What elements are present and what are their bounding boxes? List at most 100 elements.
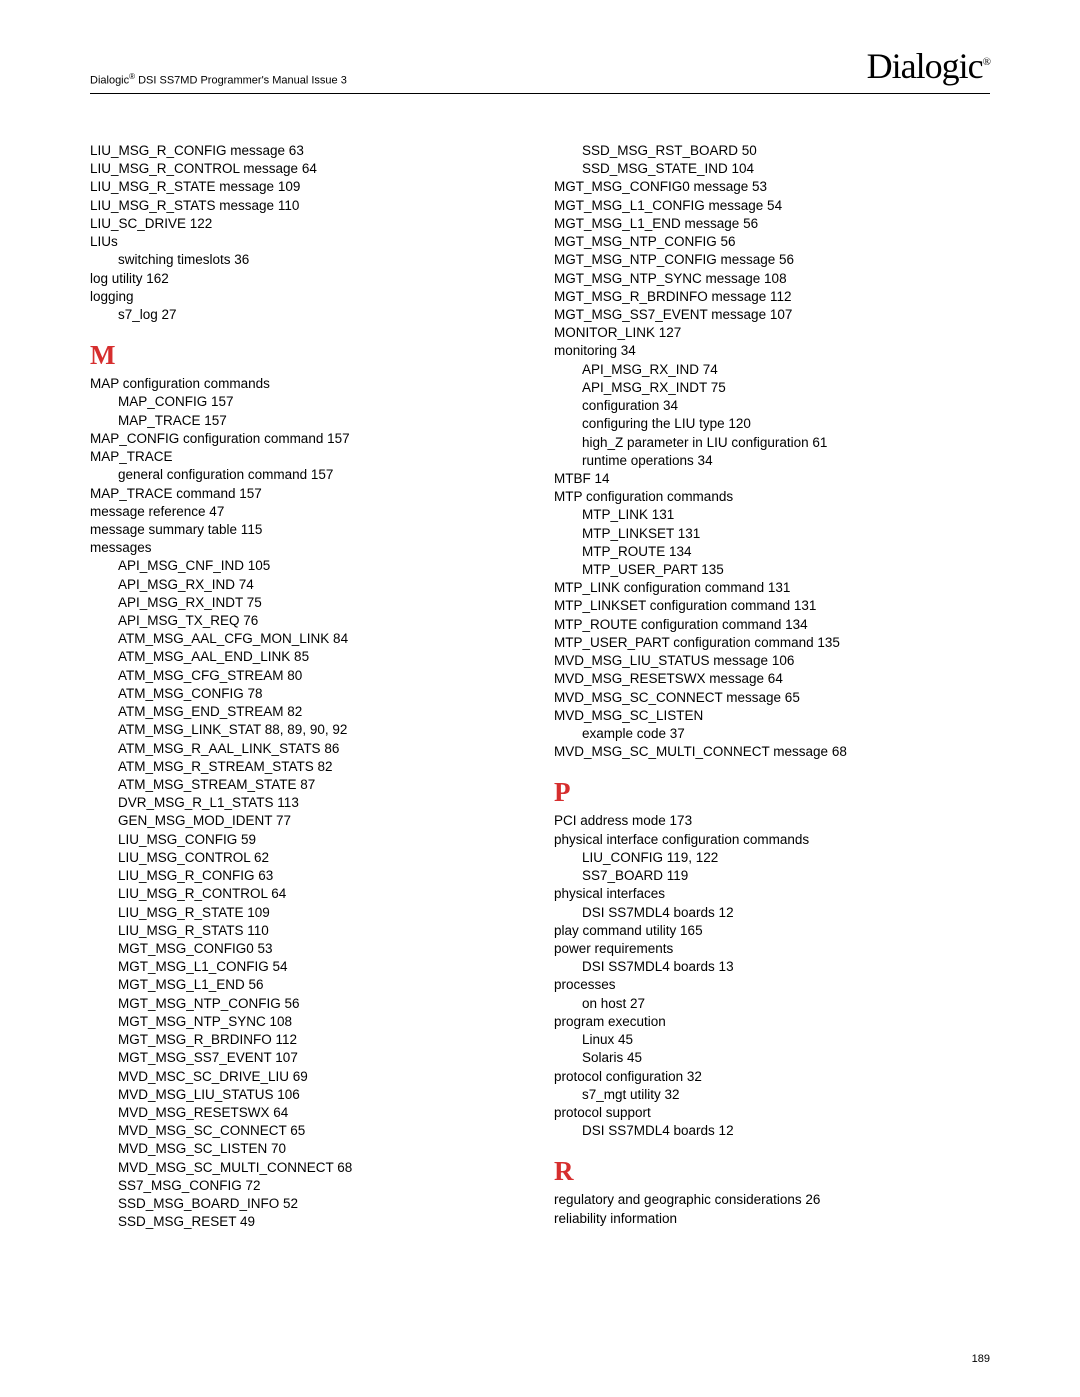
index-entry: API_MSG_RX_INDT 75 — [90, 594, 526, 612]
index-entry: LIU_MSG_CONFIG 59 — [90, 831, 526, 849]
index-entry: protocol support — [554, 1104, 990, 1122]
index-entry: MVD_MSG_LIU_STATUS message 106 — [554, 652, 990, 670]
index-entry: monitoring 34 — [554, 342, 990, 360]
index-entry: MGT_MSG_NTP_CONFIG 56 — [90, 995, 526, 1013]
index-entry: ATM_MSG_AAL_CFG_MON_LINK 84 — [90, 630, 526, 648]
index-entry: MTP_LINKSET configuration command 131 — [554, 597, 990, 615]
index-entry: physical interfaces — [554, 885, 990, 903]
index-entry: ATM_MSG_STREAM_STATE 87 — [90, 776, 526, 794]
index-entry: LIU_MSG_CONTROL 62 — [90, 849, 526, 867]
index-entry: message reference 47 — [90, 503, 526, 521]
index-entry: MGT_MSG_CONFIG0 message 53 — [554, 178, 990, 196]
index-entry: MGT_MSG_SS7_EVENT 107 — [90, 1049, 526, 1067]
index-entry: MGT_MSG_NTP_CONFIG message 56 — [554, 251, 990, 269]
index-entry: general configuration command 157 — [90, 466, 526, 484]
index-entry: MTP_LINKSET 131 — [554, 525, 990, 543]
index-entry: SSD_MSG_RESET 49 — [90, 1213, 526, 1231]
index-entry: SSD_MSG_STATE_IND 104 — [554, 160, 990, 178]
index-entry: MTP_USER_PART configuration command 135 — [554, 634, 990, 652]
index-entry: MTP_LINK 131 — [554, 506, 990, 524]
index-entry: MVD_MSG_SC_LISTEN — [554, 707, 990, 725]
index-entry: LIU_MSG_R_STATE 109 — [90, 904, 526, 922]
index-entry: s7_mgt utility 32 — [554, 1086, 990, 1104]
index-column-right: SSD_MSG_RST_BOARD 50SSD_MSG_STATE_IND 10… — [554, 142, 990, 1231]
index-entry: program execution — [554, 1013, 990, 1031]
index-entry: API_MSG_TX_REQ 76 — [90, 612, 526, 630]
index-entry: power requirements — [554, 940, 990, 958]
dialogic-logo: Dialogic® — [867, 45, 990, 87]
index-entry: on host 27 — [554, 995, 990, 1013]
index-entry: MTP_ROUTE configuration command 134 — [554, 616, 990, 634]
index-entry: SSD_MSG_RST_BOARD 50 — [554, 142, 990, 160]
index-entry: switching timeslots 36 — [90, 251, 526, 269]
index-entry: MTP_USER_PART 135 — [554, 561, 990, 579]
index-entry: LIUs — [90, 233, 526, 251]
page-number: 189 — [972, 1353, 990, 1365]
index-entry: messages — [90, 539, 526, 557]
index-entry: message summary table 115 — [90, 521, 526, 539]
logo-reg: ® — [983, 56, 990, 68]
index-entry: MAP_TRACE command 157 — [90, 485, 526, 503]
index-entry: MVD_MSG_SC_CONNECT message 65 — [554, 689, 990, 707]
index-entry: ATM_MSG_R_STREAM_STATS 82 — [90, 758, 526, 776]
index-entry: MVD_MSG_SC_LISTEN 70 — [90, 1140, 526, 1158]
index-entry: MTP_ROUTE 134 — [554, 543, 990, 561]
index-entry: processes — [554, 976, 990, 994]
index-letter-heading: M — [90, 340, 526, 371]
index-entry: ATM_MSG_CFG_STREAM 80 — [90, 667, 526, 685]
index-entry: LIU_SC_DRIVE 122 — [90, 215, 526, 233]
manual-title: Dialogic® DSI SS7MD Programmer's Manual … — [90, 72, 347, 87]
index-entry: configuring the LIU type 120 — [554, 415, 990, 433]
index-entry: ATM_MSG_AAL_END_LINK 85 — [90, 648, 526, 666]
index-entry: MTBF 14 — [554, 470, 990, 488]
index-columns: LIU_MSG_R_CONFIG message 63LIU_MSG_R_CON… — [90, 142, 990, 1231]
index-entry: MGT_MSG_SS7_EVENT message 107 — [554, 306, 990, 324]
index-entry: runtime operations 34 — [554, 452, 990, 470]
index-entry: DSI SS7MDL4 boards 13 — [554, 958, 990, 976]
index-entry: LIU_CONFIG 119, 122 — [554, 849, 990, 867]
index-entry: regulatory and geographic considerations… — [554, 1191, 990, 1209]
index-entry: MGT_MSG_L1_END message 56 — [554, 215, 990, 233]
index-entry: API_MSG_RX_INDT 75 — [554, 379, 990, 397]
index-letter-heading: R — [554, 1156, 990, 1187]
index-entry: LIU_MSG_R_STATS 110 — [90, 922, 526, 940]
index-entry: LIU_MSG_R_CONTROL message 64 — [90, 160, 526, 178]
index-entry: log utility 162 — [90, 270, 526, 288]
index-entry: logging — [90, 288, 526, 306]
index-entry: MGT_MSG_R_BRDINFO message 112 — [554, 288, 990, 306]
index-entry: MVD_MSG_LIU_STATUS 106 — [90, 1086, 526, 1104]
index-entry: API_MSG_CNF_IND 105 — [90, 557, 526, 575]
index-letter-heading: P — [554, 777, 990, 808]
index-entry: SS7_MSG_CONFIG 72 — [90, 1177, 526, 1195]
index-entry: Linux 45 — [554, 1031, 990, 1049]
index-entry: API_MSG_RX_IND 74 — [90, 576, 526, 594]
index-entry: LIU_MSG_R_CONTROL 64 — [90, 885, 526, 903]
index-entry: MGT_MSG_NTP_SYNC message 108 — [554, 270, 990, 288]
index-entry: LIU_MSG_R_STATE message 109 — [90, 178, 526, 196]
index-entry: DSI SS7MDL4 boards 12 — [554, 1122, 990, 1140]
index-entry: DSI SS7MDL4 boards 12 — [554, 904, 990, 922]
index-entry: MONITOR_LINK 127 — [554, 324, 990, 342]
index-entry: MGT_MSG_NTP_SYNC 108 — [90, 1013, 526, 1031]
index-entry: MGT_MSG_R_BRDINFO 112 — [90, 1031, 526, 1049]
index-entry: MAP_CONFIG 157 — [90, 393, 526, 411]
index-entry: LIU_MSG_R_CONFIG message 63 — [90, 142, 526, 160]
index-entry: SS7_BOARD 119 — [554, 867, 990, 885]
index-entry: MVD_MSC_SC_DRIVE_LIU 69 — [90, 1068, 526, 1086]
index-entry: GEN_MSG_MOD_IDENT 77 — [90, 812, 526, 830]
index-entry: SSD_MSG_BOARD_INFO 52 — [90, 1195, 526, 1213]
index-entry: MGT_MSG_L1_END 56 — [90, 976, 526, 994]
index-entry: play command utility 165 — [554, 922, 990, 940]
index-entry: API_MSG_RX_IND 74 — [554, 361, 990, 379]
index-entry: MTP configuration commands — [554, 488, 990, 506]
index-entry: example code 37 — [554, 725, 990, 743]
index-entry: ATM_MSG_CONFIG 78 — [90, 685, 526, 703]
page-header: Dialogic® DSI SS7MD Programmer's Manual … — [90, 45, 990, 94]
index-entry: MVD_MSG_SC_MULTI_CONNECT 68 — [90, 1159, 526, 1177]
index-entry: LIU_MSG_R_STATS message 110 — [90, 197, 526, 215]
index-entry: MVD_MSG_SC_CONNECT 65 — [90, 1122, 526, 1140]
index-entry: LIU_MSG_R_CONFIG 63 — [90, 867, 526, 885]
index-entry: MAP_TRACE 157 — [90, 412, 526, 430]
index-entry: MAP configuration commands — [90, 375, 526, 393]
index-entry: MTP_LINK configuration command 131 — [554, 579, 990, 597]
